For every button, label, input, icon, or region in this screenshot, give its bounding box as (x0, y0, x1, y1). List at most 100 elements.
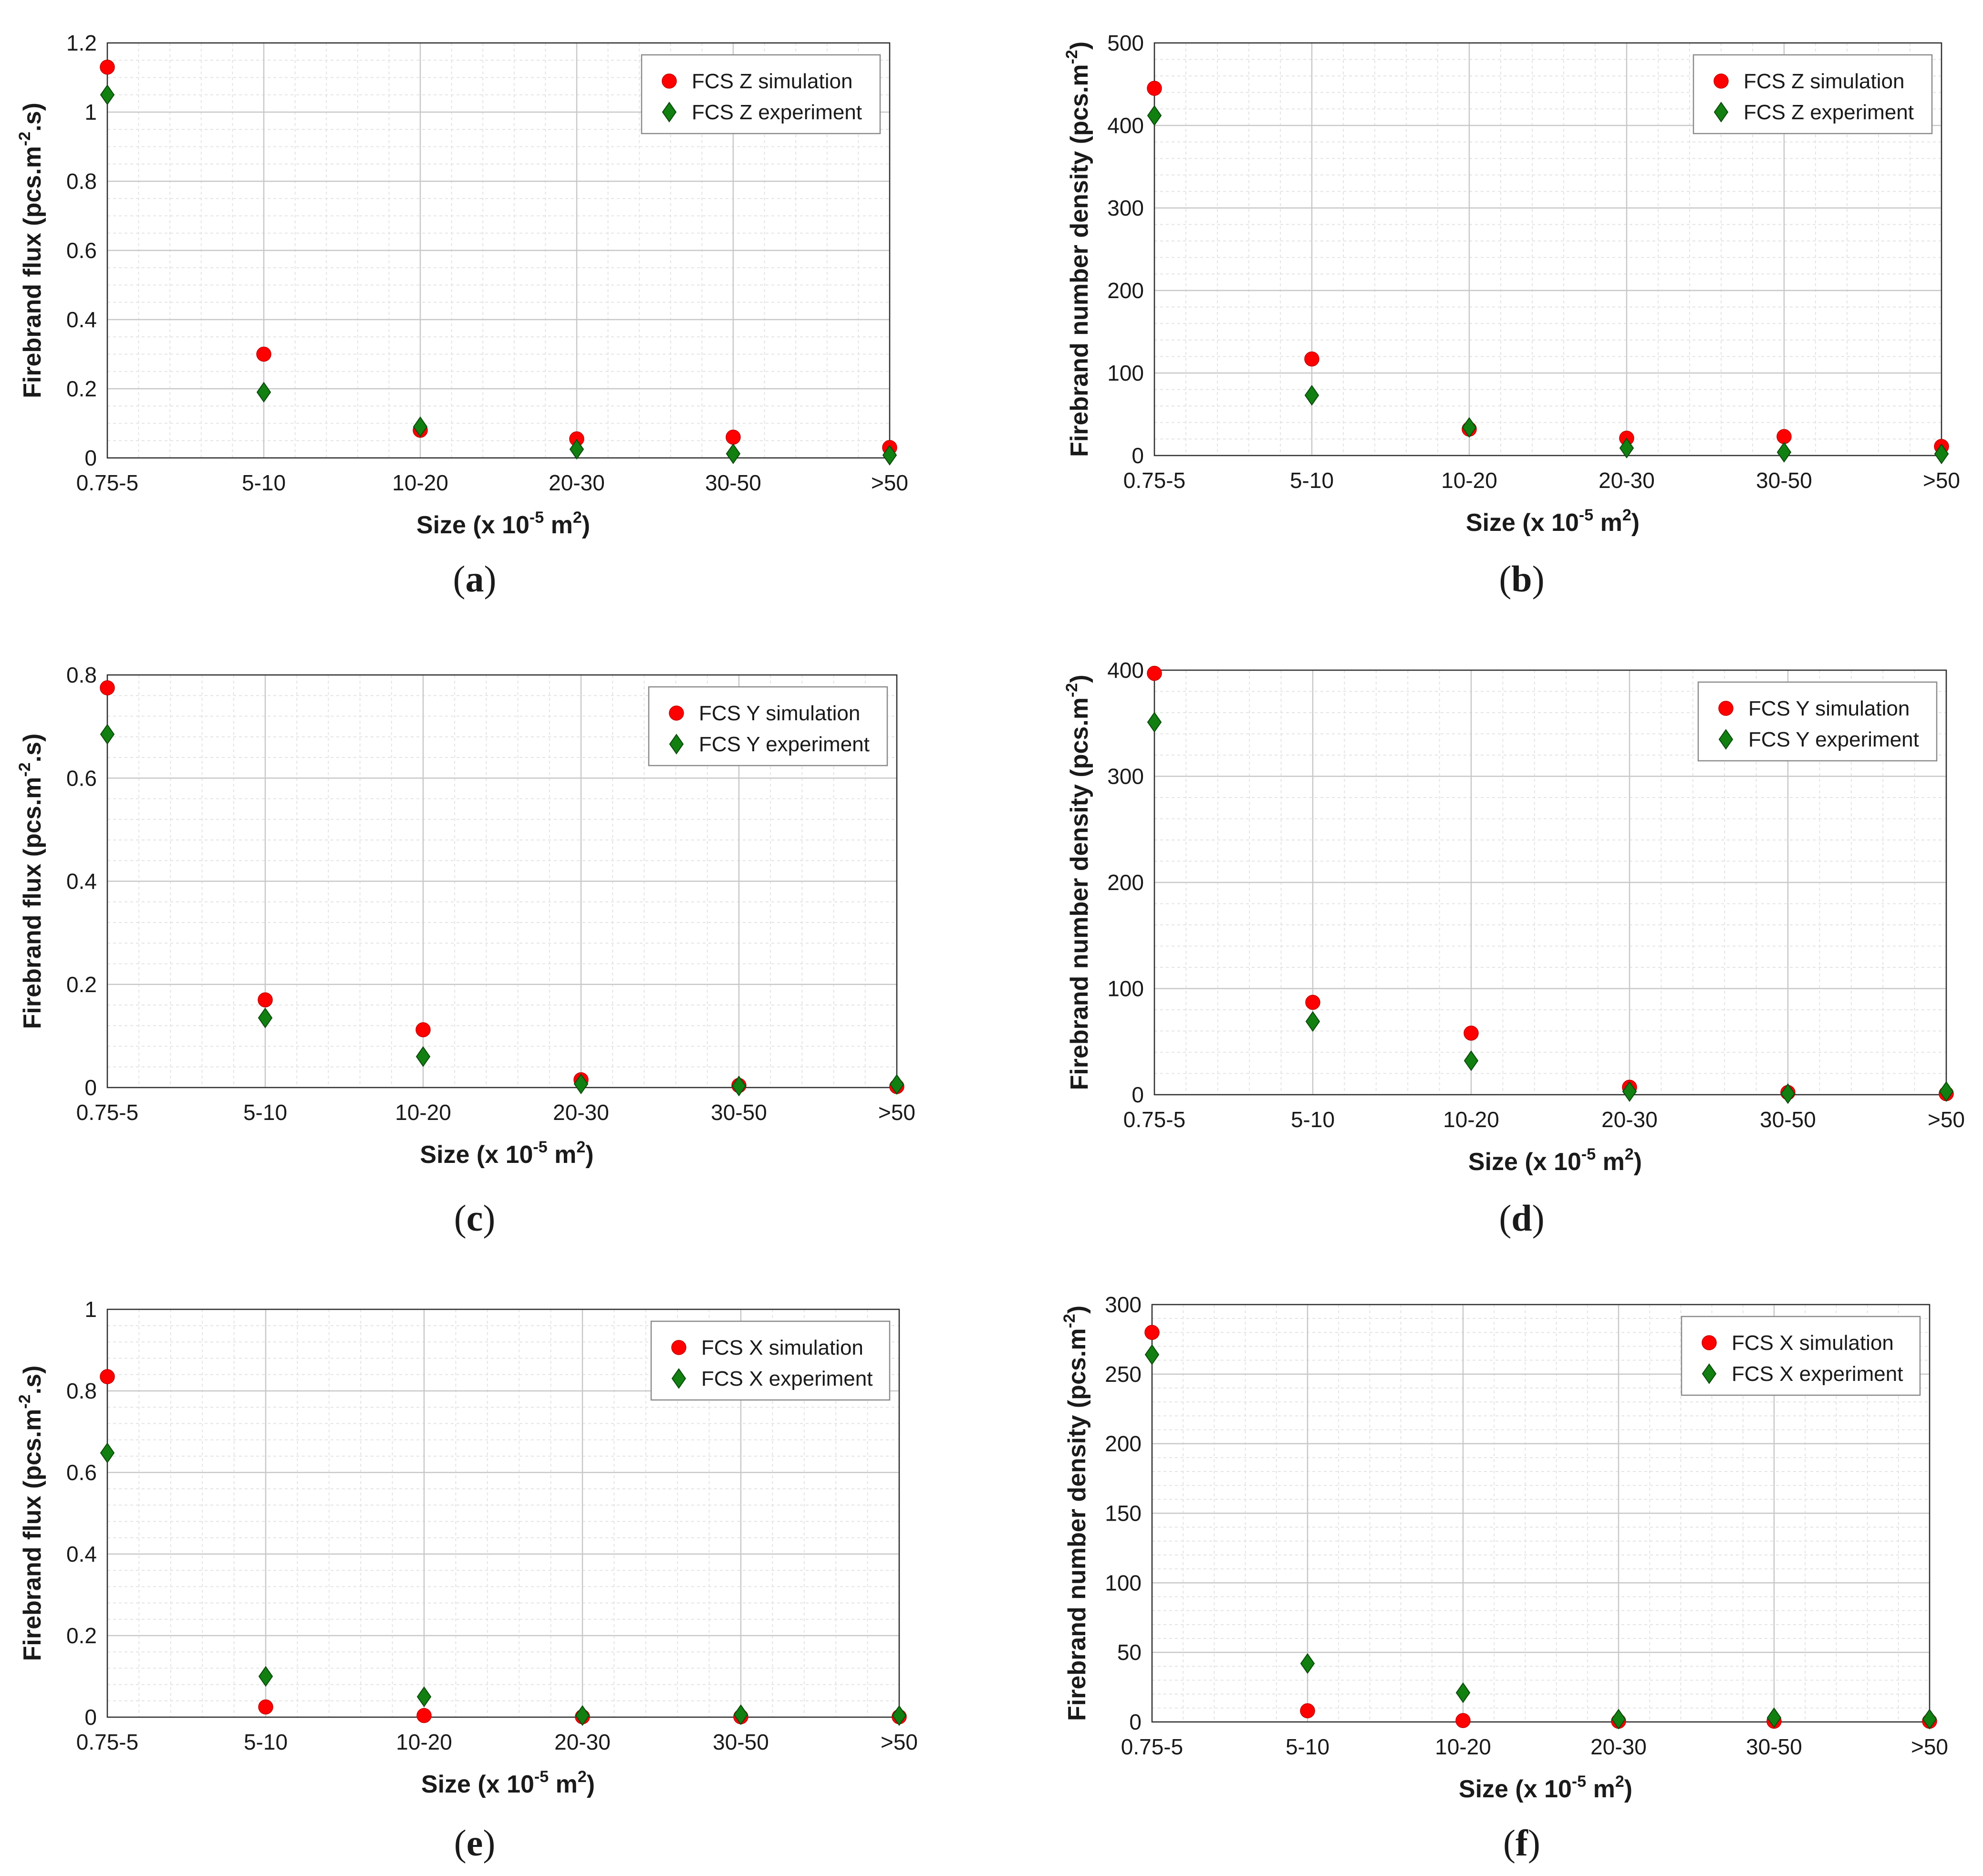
legend-experiment-label: FCS Y experiment (699, 733, 870, 756)
y-tick-label: 0 (1132, 1082, 1144, 1107)
simulation-point (416, 1708, 432, 1723)
y-tick-label: 1 (84, 1297, 97, 1322)
legend: FCS Y simulation FCS Y experiment (648, 686, 888, 767)
panel-caption: (d) (1499, 1197, 1544, 1239)
x-tick-label: 10-20 (392, 470, 448, 495)
simulation-point (1455, 1713, 1471, 1728)
simulation-point (1147, 81, 1162, 96)
y-tick-label: 0.6 (66, 766, 97, 790)
y-tick-label: 0 (1132, 443, 1144, 468)
simulation-point (256, 346, 271, 362)
experiment-point (1300, 1653, 1315, 1674)
simulation-point (1300, 1703, 1315, 1719)
experiment-point (1934, 443, 1949, 465)
simulation-point (100, 1369, 115, 1384)
experiment-point (1939, 1081, 1954, 1102)
legend-experiment-marker (671, 1368, 686, 1389)
x-tick-label: 10-20 (1435, 1734, 1491, 1759)
x-tick-label: >50 (878, 1100, 915, 1125)
x-tick-label: 20-30 (554, 1730, 611, 1754)
x-tick-label: 30-50 (705, 470, 761, 495)
x-tick-label: 0.75-5 (76, 470, 138, 495)
y-tick-label: 300 (1107, 196, 1144, 220)
legend-simulation-marker (1713, 73, 1729, 89)
panel-caption: (a) (453, 558, 497, 600)
experiment-point (575, 1705, 590, 1726)
plot-frame (1151, 1304, 1931, 1723)
y-axis-label: Firebrand number density (pcs.m-2) (1060, 1306, 1091, 1721)
chart-panel-b: 0 100 200 300 400 500 0.75-5 5-10 10-20 20-30 30-5… (1063, 31, 1960, 600)
legend-experiment-label: FCS Z experiment (1744, 101, 1914, 124)
simulation-point (1144, 1325, 1160, 1340)
panel-caption: (b) (1499, 558, 1544, 600)
panel-caption: (c) (454, 1197, 496, 1239)
x-tick-label: 0.75-5 (76, 1100, 138, 1125)
y-tick-label: 0.4 (66, 869, 97, 894)
x-tick-label: 20-30 (1590, 1734, 1647, 1759)
x-tick-label: 30-50 (713, 1730, 769, 1754)
experiment-point (1766, 1707, 1782, 1728)
experiment-point (1619, 437, 1634, 459)
experiment-point (256, 382, 271, 403)
x-tick-label: >50 (871, 470, 908, 495)
legend-simulation-label: FCS Y simulation (699, 702, 860, 725)
legend-simulation-label: FCS Y simulation (1748, 697, 1910, 720)
legend-experiment-marker (1713, 102, 1729, 123)
x-tick-label: 0.75-5 (1121, 1734, 1183, 1759)
simulation-point (415, 1022, 431, 1037)
x-tick-label: 20-30 (1599, 468, 1655, 493)
experiment-point (882, 445, 897, 466)
y-axis-label: Firebrand flux (pcs.m-2.s) (16, 734, 46, 1029)
legend: FCS X simulation FCS X experiment (650, 1320, 891, 1401)
x-tick-label: 30-50 (1746, 1734, 1802, 1759)
y-tick-label: 0 (84, 1705, 97, 1730)
experiment-point (258, 1007, 273, 1028)
chart-panel-d: 0 100 200 300 400 0.75-5 5-10 10-20 20-30 30-50 >5… (1063, 658, 1965, 1239)
experiment-point (415, 1046, 431, 1067)
y-tick-label: 200 (1107, 870, 1144, 895)
panel-caption: (e) (454, 1822, 496, 1864)
legend: FCS Z simulation FCS Z experiment (641, 54, 881, 135)
legend-simulation-marker (1718, 701, 1734, 716)
x-tick-label: 20-30 (1601, 1107, 1658, 1132)
x-axis-label: Size (x 10-5 m2) (1459, 1772, 1632, 1803)
experiment-point (1304, 384, 1319, 406)
experiment-point (100, 1442, 115, 1463)
x-tick-label: 0.75-5 (1123, 1107, 1185, 1132)
experiment-point (1776, 442, 1792, 463)
legend-simulation-label: FCS Z simulation (1744, 70, 1904, 93)
legend-simulation-label: FCS Z simulation (692, 70, 852, 93)
legend-box (650, 1320, 891, 1401)
legend-experiment-label: FCS X experiment (701, 1367, 872, 1390)
simulation-point (258, 992, 273, 1007)
chart-panel-e: 0 0.2 0.4 0.6 0.8 1 0.75-5 5-10 10-20 20-30 30-50 >… (16, 1297, 918, 1864)
y-tick-label: 0.2 (66, 1623, 97, 1648)
legend-simulation-marker (662, 73, 677, 89)
y-tick-label: 100 (1105, 1570, 1142, 1595)
y-tick-label: 100 (1107, 361, 1144, 385)
experiment-point (731, 1076, 747, 1097)
simulation-point (1464, 1026, 1479, 1041)
experiment-point (1305, 1011, 1320, 1032)
y-axis-label: Firebrand flux (pcs.m-2.s) (16, 103, 46, 398)
y-tick-label: 0 (84, 446, 97, 470)
legend-experiment-marker (669, 734, 684, 755)
experiment-point (1922, 1709, 1937, 1730)
y-tick-label: 100 (1107, 976, 1144, 1001)
chart-panel-c: 0 0.2 0.4 0.6 0.8 0.75-5 5-10 10-20 20-30 30-50 >5… (16, 663, 915, 1239)
x-tick-label: >50 (1923, 468, 1960, 493)
y-tick-label: 50 (1117, 1640, 1142, 1665)
y-tick-label: 0.4 (66, 1542, 97, 1566)
x-tick-label: 5-10 (1290, 468, 1334, 493)
x-tick-label: >50 (1911, 1734, 1948, 1759)
experiment-point (416, 1686, 432, 1707)
x-tick-label: 10-20 (1443, 1107, 1499, 1132)
y-tick-label: 0.2 (66, 376, 97, 401)
chart-panel-a: 0 0.2 0.4 0.6 0.8 1 1.2 0.75-5 5-10 10-20 20-30 30-… (16, 31, 908, 600)
experiment-point (573, 1073, 589, 1095)
y-tick-label: 150 (1105, 1501, 1142, 1526)
y-tick-label: 200 (1107, 278, 1144, 303)
y-tick-label: 0.4 (66, 307, 97, 332)
y-tick-label: 200 (1105, 1431, 1142, 1456)
legend-box (641, 54, 881, 135)
